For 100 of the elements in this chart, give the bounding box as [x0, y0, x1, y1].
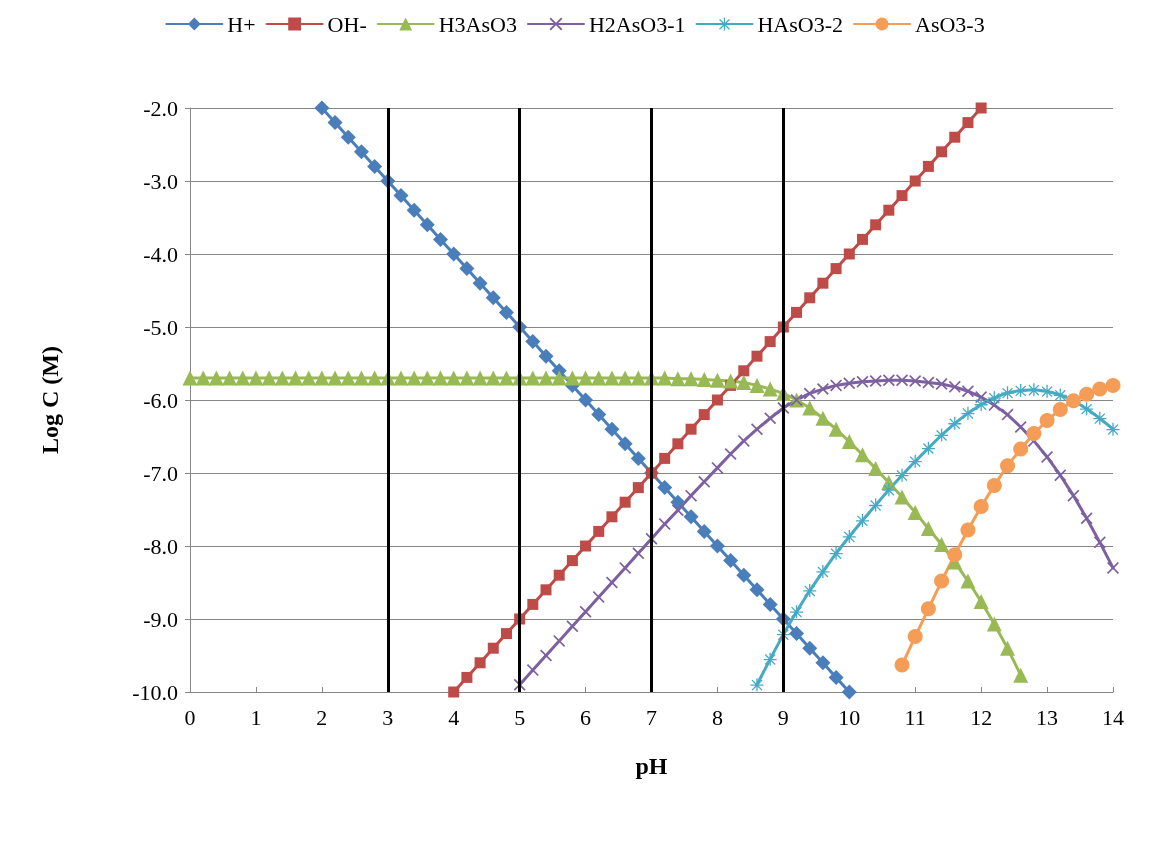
- point: [750, 423, 763, 436]
- point: [540, 584, 552, 596]
- point: [406, 202, 422, 218]
- y-tick-label: -3.0: [143, 168, 178, 194]
- point: [671, 504, 684, 517]
- point: [762, 596, 778, 612]
- point: [1014, 384, 1028, 398]
- point: [829, 546, 843, 560]
- point: [1001, 386, 1015, 400]
- point: [579, 605, 592, 618]
- point: [751, 350, 763, 362]
- point: [553, 569, 565, 581]
- point: [1026, 426, 1042, 442]
- y-tick-label: -5.0: [143, 314, 178, 340]
- point: [817, 277, 829, 289]
- y-tick-label: -9.0: [143, 606, 178, 632]
- point: [896, 190, 908, 202]
- point: [500, 628, 512, 640]
- point: [764, 412, 777, 425]
- point: [498, 304, 514, 320]
- point: [526, 664, 539, 677]
- point: [843, 377, 856, 390]
- point: [749, 582, 765, 598]
- point: [907, 629, 923, 645]
- y-tick-label: -7.0: [143, 460, 178, 486]
- point: [617, 436, 633, 452]
- point: [696, 523, 712, 539]
- legend-label: AsO3-3: [915, 11, 985, 37]
- point: [619, 561, 632, 574]
- point: [566, 620, 579, 633]
- point: [525, 334, 541, 350]
- point: [750, 678, 764, 692]
- point: [657, 480, 673, 496]
- point: [909, 175, 921, 187]
- x-tick-label: 5: [514, 704, 526, 730]
- point: [828, 669, 844, 685]
- x-tick-label: 11: [904, 704, 926, 730]
- point: [580, 540, 592, 552]
- point: [314, 100, 330, 116]
- point: [736, 567, 752, 583]
- point: [578, 392, 594, 408]
- point: [789, 626, 805, 642]
- point: [353, 144, 369, 160]
- point: [446, 246, 462, 262]
- point: [987, 391, 1001, 405]
- x-tick-label: 1: [250, 704, 262, 730]
- point: [764, 336, 776, 348]
- point: [419, 217, 435, 233]
- point: [433, 231, 449, 247]
- legend-label: H+: [227, 11, 256, 37]
- point: [1000, 458, 1016, 474]
- point: [882, 374, 895, 387]
- legend-label: OH-: [327, 11, 367, 37]
- y-tick-label: -4.0: [143, 241, 178, 267]
- point: [841, 684, 857, 700]
- y-tick-label: -6.0: [143, 387, 178, 413]
- x-tick-label: 10: [838, 704, 861, 730]
- point: [1001, 408, 1014, 421]
- point: [685, 423, 697, 435]
- point: [1080, 512, 1093, 525]
- point: [593, 525, 605, 537]
- point: [698, 409, 710, 421]
- point: [894, 657, 910, 673]
- y-tick-label: -10.0: [132, 679, 178, 705]
- x-tick-label: 3: [382, 704, 394, 730]
- point: [1092, 381, 1108, 397]
- point: [802, 640, 818, 656]
- point: [986, 477, 1002, 493]
- x-axis-title: pH: [635, 753, 668, 779]
- point: [1105, 377, 1121, 393]
- point: [1040, 384, 1054, 398]
- point: [843, 248, 855, 260]
- point: [855, 513, 869, 527]
- point: [961, 406, 975, 420]
- point: [830, 263, 842, 275]
- x-tick-label: 14: [1102, 704, 1124, 730]
- point: [670, 494, 686, 510]
- x-tick-label: 8: [711, 704, 723, 730]
- legend-label: HAsO3-2: [757, 11, 844, 37]
- point: [1093, 411, 1107, 425]
- point: [1054, 469, 1067, 482]
- y-axis-title: Log C (M): [37, 346, 63, 454]
- point: [683, 509, 699, 525]
- point: [632, 482, 644, 494]
- point: [461, 671, 473, 683]
- point: [934, 573, 950, 589]
- point: [472, 275, 488, 291]
- point: [619, 496, 631, 508]
- x-tick-label: 12: [970, 704, 993, 730]
- x-tick-label: 7: [646, 704, 657, 730]
- legend-label: H3AsO3: [438, 11, 517, 37]
- point: [474, 657, 486, 669]
- point: [566, 555, 578, 567]
- point: [538, 348, 554, 364]
- point: [1013, 441, 1029, 457]
- x-tick-label: 0: [184, 704, 196, 730]
- point: [763, 652, 777, 666]
- point: [920, 601, 936, 617]
- point: [709, 538, 725, 554]
- point: [1027, 383, 1041, 397]
